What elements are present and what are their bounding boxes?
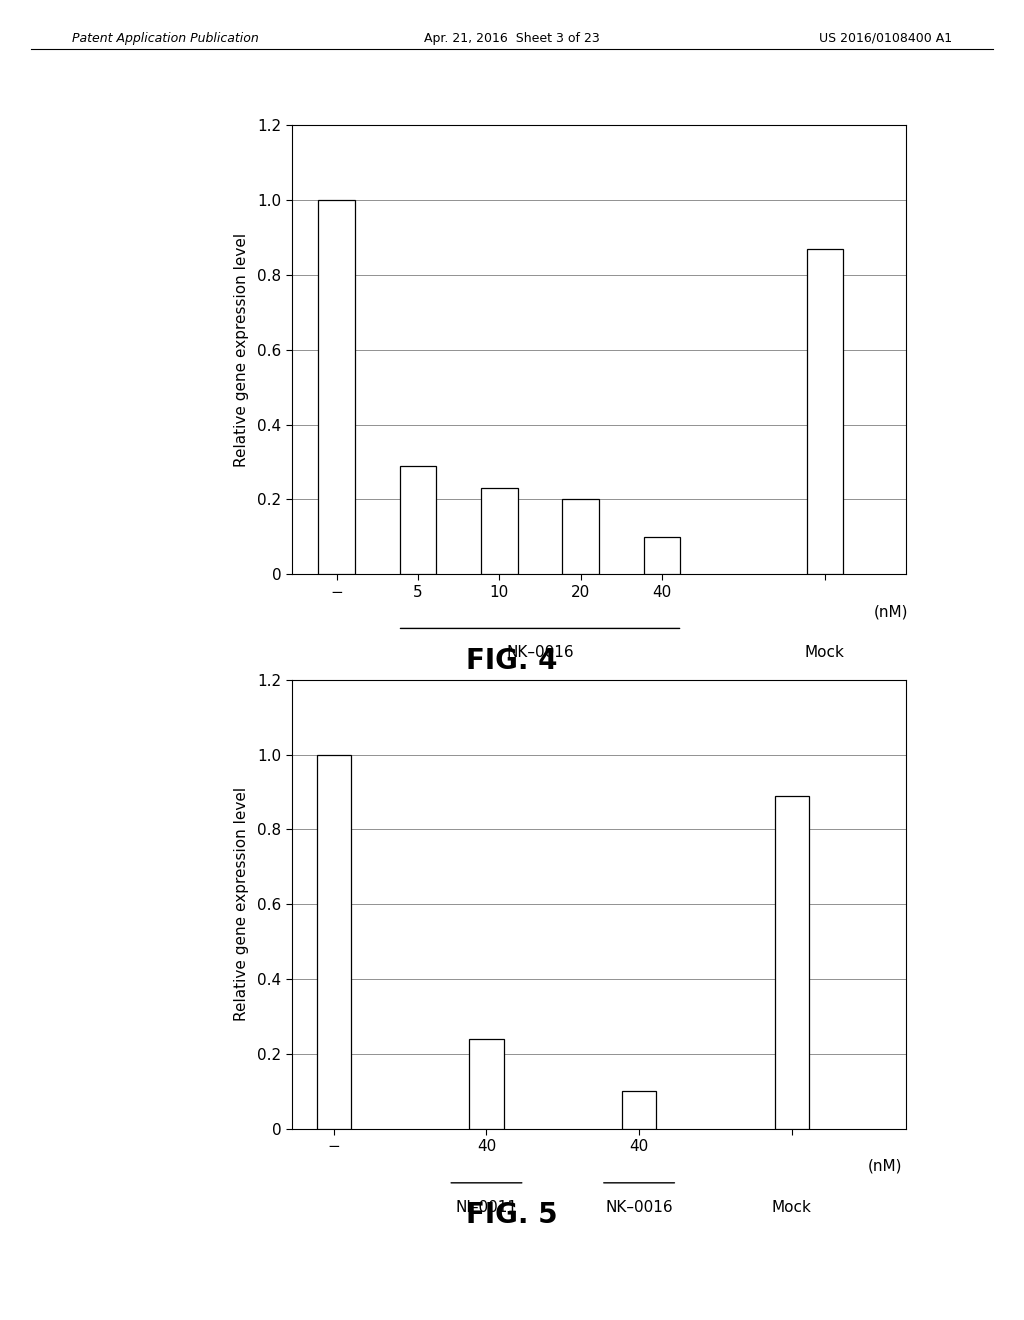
Bar [316, 755, 351, 1129]
Text: FIG. 5: FIG. 5 [466, 1201, 558, 1229]
Text: Patent Application Publication: Patent Application Publication [72, 32, 258, 45]
Bar [481, 488, 518, 574]
Text: (nM): (nM) [868, 1159, 902, 1173]
Text: Mock: Mock [805, 645, 845, 660]
Y-axis label: Relative gene expression level: Relative gene expression level [233, 787, 249, 1022]
Text: NK–0016: NK–0016 [506, 645, 573, 660]
Bar [644, 537, 680, 574]
Text: NI–0011: NI–0011 [456, 1200, 517, 1214]
Text: (nM): (nM) [873, 605, 908, 619]
Text: Apr. 21, 2016  Sheet 3 of 23: Apr. 21, 2016 Sheet 3 of 23 [424, 32, 600, 45]
Bar [774, 796, 809, 1129]
Bar [399, 466, 436, 574]
Bar [318, 201, 355, 574]
Y-axis label: Relative gene expression level: Relative gene expression level [233, 232, 249, 467]
Bar [622, 1092, 656, 1129]
Bar [562, 499, 599, 574]
Bar [807, 248, 843, 574]
Text: US 2016/0108400 A1: US 2016/0108400 A1 [819, 32, 952, 45]
Text: FIG. 4: FIG. 4 [466, 647, 558, 675]
Bar [469, 1039, 504, 1129]
Text: Mock: Mock [772, 1200, 812, 1214]
Text: NK–0016: NK–0016 [605, 1200, 673, 1214]
